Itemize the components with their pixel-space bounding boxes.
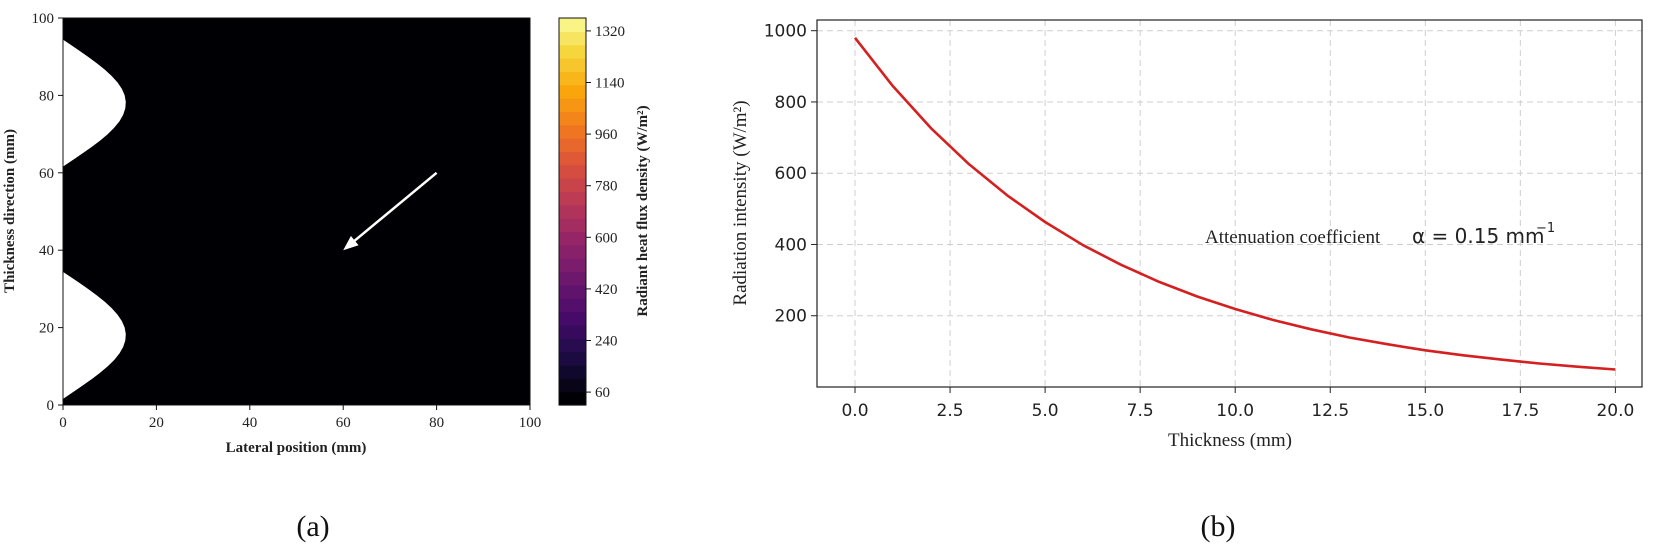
colorbar-axis: 60 240 420 600 780 960 1140 1320 xyxy=(586,24,625,401)
heatmap-x-axis: 0 20 40 60 80 100 xyxy=(59,405,541,431)
x-tick-label: 20 xyxy=(149,415,164,431)
x-tick-label: 15.0 xyxy=(1406,401,1444,421)
heatmap-contours xyxy=(63,18,530,405)
colorbar-frame xyxy=(558,17,587,406)
line-chart-ylabel: Radiation intensity (W/m²) xyxy=(730,100,751,305)
y-tick-label: 0 xyxy=(47,398,55,414)
colorbar-band xyxy=(559,311,586,326)
line-chart-annotation: Attenuation coefficient α = 0.15 mm −1 xyxy=(1205,221,1555,248)
line-chart-grid xyxy=(817,20,1642,387)
colorbar-band xyxy=(559,58,586,72)
arrow-shaft xyxy=(348,171,438,247)
colorbar-band xyxy=(559,31,586,46)
colorbar-band xyxy=(559,258,586,273)
line-chart-y-axis: 200 400 600 800 1000 xyxy=(764,22,817,327)
colorbar-band xyxy=(559,324,586,339)
colorbar-band xyxy=(559,244,586,259)
annotation-math: α = 0.15 mm xyxy=(1412,224,1545,248)
x-tick-label: 5.0 xyxy=(1032,401,1059,421)
series-line xyxy=(853,36,1616,371)
x-tick-label: 80 xyxy=(429,415,444,431)
colorbar-band xyxy=(559,84,586,99)
y-tick-label: 200 xyxy=(775,307,807,327)
x-tick-label: 17.5 xyxy=(1501,401,1539,421)
x-tick-label: 0.0 xyxy=(841,401,868,421)
x-tick-label: 7.5 xyxy=(1127,401,1154,421)
colorbar-band xyxy=(559,284,586,299)
colorbar-tick-label: 960 xyxy=(595,127,618,143)
colorbar-band xyxy=(559,44,586,59)
line-chart-frame xyxy=(816,19,1643,388)
heatmap-panel: 0 20 40 60 80 100 0 20 40 60 80 100 Lateral positi… xyxy=(2,11,651,543)
annotation-text: Attenuation coefficient xyxy=(1205,227,1381,248)
caption-b: (b) xyxy=(1201,510,1236,543)
line-chart-panel: 0.0 2.5 5.0 7.5 10.0 12.5 15.0 17.5 20.0 200 400 6… xyxy=(730,19,1643,543)
annotation-superscript: −1 xyxy=(1536,221,1555,236)
colorbar-band xyxy=(559,191,586,206)
colorbar-band xyxy=(559,231,586,246)
heatmap-xlabel: Lateral position (mm) xyxy=(226,440,367,456)
colorbar-band xyxy=(559,98,586,113)
colorbar-band xyxy=(559,218,586,233)
colorbar-band xyxy=(559,124,586,139)
colorbar-band xyxy=(559,378,586,393)
y-tick-label: 400 xyxy=(775,235,807,255)
colorbar-band xyxy=(559,271,586,286)
colorbar-band xyxy=(559,391,586,406)
colorbar xyxy=(559,18,586,406)
y-tick-label: 600 xyxy=(775,164,807,184)
colorbar-band xyxy=(559,138,586,153)
x-tick-label: 20.0 xyxy=(1596,401,1634,421)
colorbar-tick-label: 1320 xyxy=(595,24,625,40)
colorbar-label: Radiant heat flux density (W/m²) xyxy=(635,105,651,316)
y-tick-label: 60 xyxy=(39,166,54,182)
heatmap-frame xyxy=(62,17,531,406)
colorbar-band xyxy=(559,178,586,193)
x-tick-label: 2.5 xyxy=(937,401,964,421)
heatmap-ylabel: Thickness direction (mm) xyxy=(2,129,18,293)
colorbar-tick-label: 1140 xyxy=(595,76,624,92)
colorbar-band xyxy=(559,71,586,86)
line-chart-xlabel: Thickness (mm) xyxy=(1168,430,1292,451)
colorbar-tick-label: 420 xyxy=(595,282,618,298)
y-tick-label: 800 xyxy=(775,93,807,113)
colorbar-tick-label: 60 xyxy=(595,385,610,401)
arrow-head xyxy=(343,236,359,251)
colorbar-band xyxy=(559,204,586,219)
x-tick-label: 100 xyxy=(519,415,542,431)
colorbar-band xyxy=(559,18,586,32)
y-tick-label: 1000 xyxy=(764,22,807,42)
caption-a: (a) xyxy=(296,510,329,543)
line-chart-series xyxy=(853,36,1616,371)
colorbar-tick-label: 600 xyxy=(595,230,618,246)
y-tick-label: 20 xyxy=(39,321,54,337)
contour-band xyxy=(63,18,530,405)
colorbar-band xyxy=(559,364,586,379)
colorbar-band xyxy=(559,111,586,126)
x-tick-label: 12.5 xyxy=(1311,401,1349,421)
colorbar-band xyxy=(559,164,586,179)
y-tick-label: 40 xyxy=(39,243,54,259)
colorbar-band xyxy=(559,351,586,366)
colorbar-tick-label: 780 xyxy=(595,179,618,195)
x-tick-label: 40 xyxy=(242,415,257,431)
x-tick-label: 10.0 xyxy=(1216,401,1254,421)
colorbar-band xyxy=(559,151,586,166)
heatmap-y-axis: 0 20 40 60 80 100 xyxy=(32,11,63,414)
y-tick-label: 80 xyxy=(39,88,54,104)
colorbar-band xyxy=(559,298,586,313)
colorbar-band xyxy=(559,338,586,353)
y-tick-label: 100 xyxy=(32,11,55,27)
line-chart-x-axis: 0.0 2.5 5.0 7.5 10.0 12.5 15.0 17.5 20.0 xyxy=(841,387,1634,421)
heatmap-arrow xyxy=(343,171,438,251)
colorbar-tick-label: 240 xyxy=(595,334,618,350)
x-tick-label: 60 xyxy=(336,415,351,431)
x-tick-label: 0 xyxy=(59,415,67,431)
